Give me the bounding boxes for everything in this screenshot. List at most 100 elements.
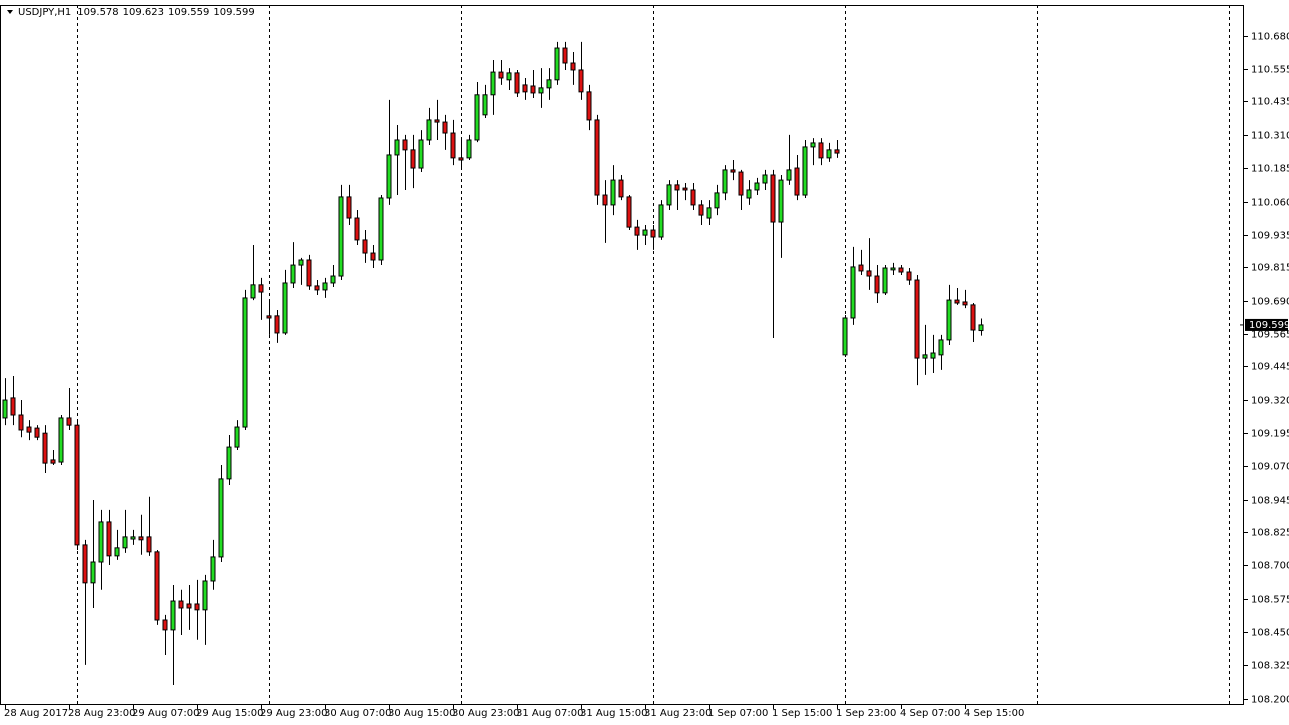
candle-body bbox=[210, 556, 216, 582]
candle-body bbox=[498, 71, 504, 79]
menu-arrow[interactable] bbox=[7, 10, 13, 14]
header-low: 109.559 bbox=[168, 7, 209, 18]
candle-body bbox=[130, 536, 136, 540]
x-tick-label: 31 Aug 07:00 bbox=[516, 708, 583, 719]
candle-body bbox=[362, 239, 368, 254]
x-tick-label: 30 Aug 15:00 bbox=[388, 708, 455, 719]
header-open: 109.578 bbox=[77, 7, 118, 18]
candle-body bbox=[234, 426, 240, 448]
y-tick-label: 108.200 bbox=[1251, 695, 1289, 706]
candle-body bbox=[434, 119, 440, 123]
candle-body bbox=[154, 551, 160, 621]
y-tick-label: 109.445 bbox=[1251, 362, 1289, 373]
candle-body bbox=[754, 182, 760, 191]
y-tick-label: 110.060 bbox=[1251, 198, 1289, 209]
candle-body bbox=[890, 267, 896, 271]
candle-body bbox=[914, 279, 920, 359]
candle-body bbox=[146, 536, 152, 553]
candle-body bbox=[170, 600, 176, 631]
candle-body bbox=[410, 149, 416, 169]
candle-body bbox=[322, 282, 328, 291]
candle-body bbox=[394, 139, 400, 156]
candle-body bbox=[738, 171, 744, 196]
candle-body bbox=[706, 207, 712, 219]
candle-body bbox=[682, 187, 688, 191]
x-tick-label: 29 Aug 07:00 bbox=[132, 708, 199, 719]
candle-body bbox=[58, 417, 64, 463]
candle-body bbox=[882, 267, 888, 294]
candle-body bbox=[34, 427, 40, 438]
y-tick-label: 108.450 bbox=[1251, 628, 1289, 639]
candle-body bbox=[90, 561, 96, 584]
x-tick-label: 30 Aug 23:00 bbox=[452, 708, 519, 719]
candle-body bbox=[938, 339, 944, 356]
x-tick-label: 31 Aug 15:00 bbox=[580, 708, 647, 719]
x-tick-label: 1 Sep 23:00 bbox=[836, 708, 896, 719]
candle-body bbox=[714, 192, 720, 209]
candle-body bbox=[218, 478, 224, 558]
candle-body bbox=[658, 204, 664, 238]
y-tick-label: 108.945 bbox=[1251, 496, 1289, 507]
candle-body bbox=[450, 132, 456, 159]
y-tick-label: 109.690 bbox=[1251, 297, 1289, 308]
candle-body bbox=[250, 284, 256, 299]
candle-body bbox=[290, 264, 296, 284]
y-tick-label: 109.935 bbox=[1251, 231, 1289, 242]
candle-body bbox=[730, 169, 736, 173]
candle-body bbox=[138, 536, 144, 541]
candle-body bbox=[2, 399, 8, 419]
candle-body bbox=[162, 619, 168, 631]
x-tick-label: 29 Aug 23:00 bbox=[260, 708, 327, 719]
candle-body bbox=[42, 432, 48, 464]
candle-body bbox=[442, 121, 448, 134]
y-tick-label: 108.700 bbox=[1251, 561, 1289, 572]
candle-body bbox=[378, 197, 384, 261]
candle-body bbox=[906, 271, 912, 281]
candle-body bbox=[610, 179, 616, 206]
candle-body bbox=[786, 169, 792, 181]
y-tick-label: 110.435 bbox=[1251, 97, 1289, 108]
x-tick-label: 31 Aug 23:00 bbox=[644, 708, 711, 719]
candle-body bbox=[594, 119, 600, 196]
y-tick-label: 109.070 bbox=[1251, 462, 1289, 473]
candle-body bbox=[402, 139, 408, 151]
candle-body bbox=[618, 179, 624, 198]
candle-body bbox=[338, 196, 344, 277]
candle-body bbox=[826, 149, 832, 159]
y-tick-label: 108.575 bbox=[1251, 595, 1289, 606]
candle-body bbox=[330, 275, 336, 284]
header-high: 109.623 bbox=[123, 7, 164, 18]
candle-body bbox=[522, 84, 528, 93]
candle-body bbox=[346, 196, 352, 219]
candle-body bbox=[722, 169, 728, 194]
y-tick-label: 109.815 bbox=[1251, 263, 1289, 274]
candle-body bbox=[778, 179, 784, 223]
candle-body bbox=[586, 91, 592, 121]
candle-body bbox=[66, 417, 72, 426]
candle-body bbox=[962, 301, 968, 306]
candle-body bbox=[82, 544, 88, 584]
candle-body bbox=[866, 270, 872, 277]
candle-body bbox=[242, 297, 248, 428]
candle-body bbox=[298, 259, 304, 266]
candle-body bbox=[970, 304, 976, 331]
candle-body bbox=[266, 315, 272, 319]
candle-body bbox=[474, 94, 480, 141]
candle-body bbox=[946, 299, 952, 341]
candle-body bbox=[562, 47, 568, 64]
candle-body bbox=[514, 72, 520, 94]
candle-body bbox=[178, 600, 184, 609]
last-price-label: 109.599 bbox=[1249, 320, 1289, 331]
candle-body bbox=[186, 603, 192, 609]
candle-body bbox=[282, 282, 288, 334]
chart-header: USDJPY,H1 109.578 109.623 109.559 109.599 bbox=[18, 7, 255, 18]
y-tick-label: 108.825 bbox=[1251, 528, 1289, 539]
candle-body bbox=[546, 79, 552, 89]
y-tick-label: 108.325 bbox=[1251, 661, 1289, 672]
candle-body bbox=[50, 459, 56, 464]
y-tick-label: 110.680 bbox=[1251, 32, 1289, 43]
candle-body bbox=[978, 324, 984, 332]
header-close: 109.599 bbox=[213, 7, 254, 18]
